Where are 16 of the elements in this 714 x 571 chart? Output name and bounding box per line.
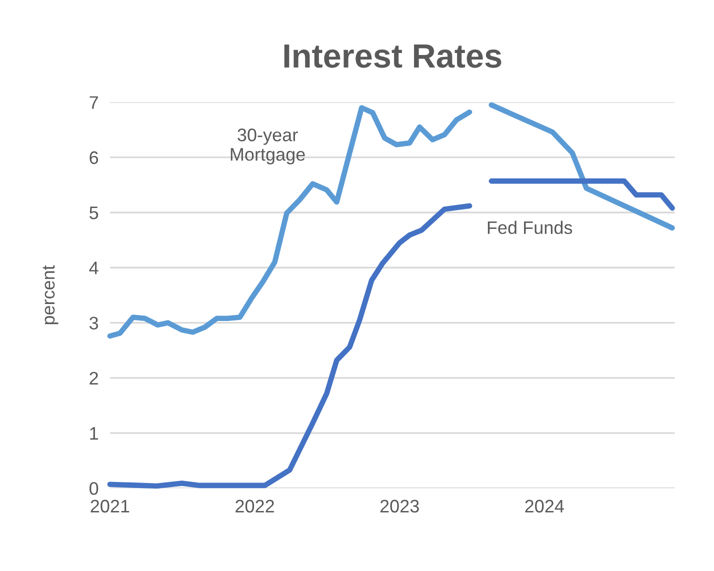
x-tick-label: 2024 xyxy=(525,500,564,513)
x-tick-label: 2023 xyxy=(380,500,419,513)
y-axis-title: percent xyxy=(42,265,58,324)
series-label: Fed Funds xyxy=(488,220,572,234)
y-tick-label: 3 xyxy=(89,316,98,330)
y-tick-label: 5 xyxy=(90,206,98,220)
x-tick-label: 2021 xyxy=(90,500,130,513)
y-tick-label: 6 xyxy=(90,151,98,164)
y-tick-label: 7 xyxy=(90,96,98,109)
y-tick-label: 1 xyxy=(90,427,98,440)
x-tick-label: 2022 xyxy=(236,500,274,513)
y-tick-label: 4 xyxy=(89,262,98,274)
chart-title: Interest Rates xyxy=(284,44,502,68)
y-tick-label: 0 xyxy=(90,482,98,495)
y-tick-label: 2 xyxy=(90,372,98,384)
series-label: 30-year Mortgage xyxy=(230,128,305,164)
